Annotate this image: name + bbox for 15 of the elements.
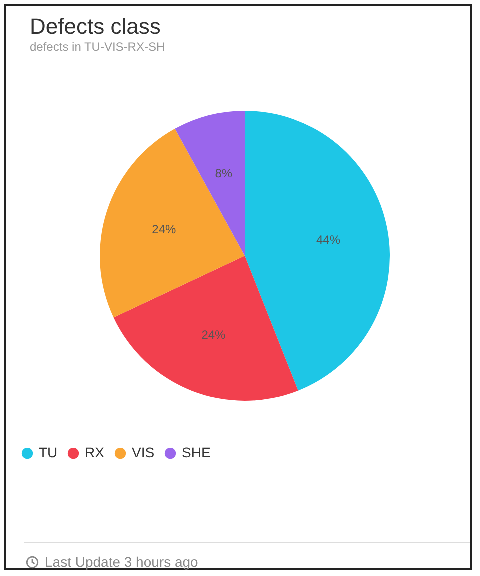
pie-slice [245, 111, 390, 391]
pie-slice [175, 111, 245, 256]
legend-label: TU [39, 444, 58, 461]
pie-slice [114, 256, 298, 401]
legend-label: VIS [132, 444, 155, 461]
legend-label: RX [85, 444, 106, 461]
data-label: 24% [202, 328, 226, 342]
chart-title: Defects class [30, 14, 161, 39]
data-label: 8% [215, 166, 233, 181]
pie-slice [100, 128, 245, 318]
chart-subtitle: defects in TU-VIS-RX-SH [30, 40, 166, 54]
data-label: 24% [152, 222, 176, 237]
data-label: 44% [316, 233, 341, 248]
legend-label: SHE [182, 444, 211, 461]
text: Last Update 3 hours ago [45, 554, 198, 570]
